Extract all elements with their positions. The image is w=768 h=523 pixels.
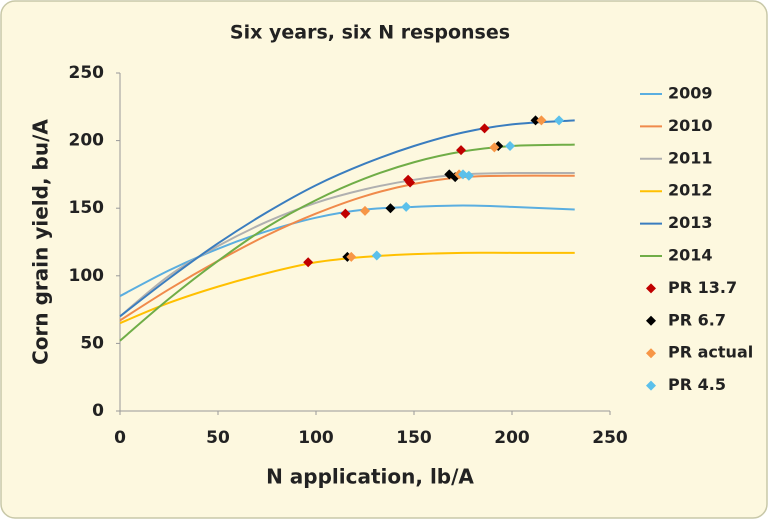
y-tick-label: 50 — [80, 333, 104, 353]
marker — [401, 201, 412, 212]
y-tick-label: 250 — [69, 63, 105, 83]
series-line — [119, 174, 575, 322]
marker — [456, 145, 467, 156]
x-tick-label: 50 — [206, 428, 230, 448]
marker — [340, 208, 351, 219]
marker — [530, 115, 541, 126]
legend-swatch — [646, 283, 656, 294]
series-line — [119, 251, 575, 325]
marker — [405, 177, 416, 188]
legend-label: 2013 — [668, 213, 713, 232]
x-tick-label: 250 — [592, 428, 628, 448]
legend-label: PR 13.7 — [668, 278, 737, 297]
legend-label: PR 4.5 — [668, 375, 726, 394]
legend-swatch — [646, 315, 656, 326]
marker — [371, 250, 382, 261]
x-tick-label: 200 — [494, 428, 530, 448]
legend-swatch — [646, 380, 656, 391]
legend-label: 2009 — [668, 84, 713, 103]
chart-title: Six years, six N responses — [230, 22, 510, 44]
marker — [479, 123, 490, 134]
marker — [536, 115, 547, 126]
x-tick-label: 150 — [396, 428, 432, 448]
y-tick-label: 150 — [69, 198, 105, 218]
y-axis-label: Corn grain yield, bu/A — [29, 119, 53, 365]
marker — [360, 205, 370, 216]
y-tick-label: 100 — [69, 266, 105, 286]
legend-label: 2014 — [668, 246, 713, 265]
marker — [303, 257, 314, 268]
x-axis-label: N application, lb/A — [266, 465, 474, 489]
legend-label: 2011 — [668, 148, 713, 167]
legend-label: 2010 — [668, 116, 713, 135]
marker — [505, 141, 516, 152]
legend-label: PR 6.7 — [668, 310, 726, 329]
x-tick-label: 100 — [298, 428, 334, 448]
marker — [489, 142, 500, 153]
legend-swatch — [646, 348, 656, 359]
marker — [463, 170, 474, 181]
x-tick-label: 0 — [114, 428, 126, 448]
series-line — [119, 143, 575, 342]
y-tick-label: 200 — [69, 131, 105, 151]
marker — [385, 203, 396, 214]
y-tick-label: 0 — [92, 401, 104, 421]
legend-label: 2012 — [668, 181, 713, 200]
marker — [346, 251, 357, 262]
marker — [554, 115, 565, 126]
legend-label: PR actual — [668, 343, 753, 362]
